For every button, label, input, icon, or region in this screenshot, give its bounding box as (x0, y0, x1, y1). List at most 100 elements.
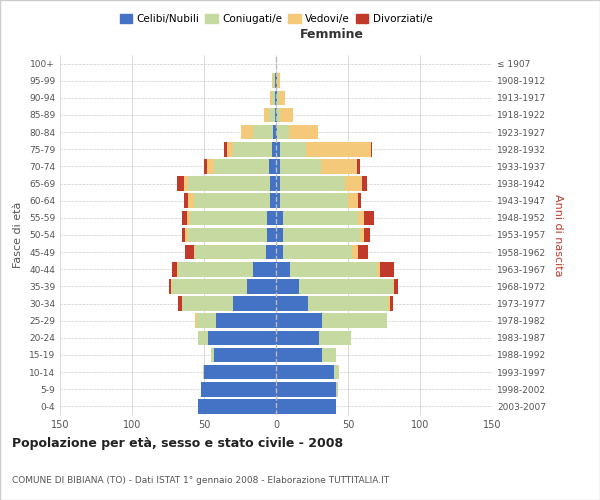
Bar (322, 314, 387, 328)
Bar (280, 159, 320, 174)
Bar (280, 176, 345, 191)
Bar (198, 330, 208, 345)
Bar (276, 159, 280, 174)
Bar (320, 159, 356, 174)
Bar (322, 348, 337, 362)
Bar (290, 262, 377, 276)
Bar (253, 262, 276, 276)
Bar (359, 228, 364, 242)
Bar (214, 159, 269, 174)
Bar (275, 108, 276, 122)
Bar (187, 210, 190, 225)
Bar (270, 176, 276, 191)
Bar (188, 176, 270, 191)
Bar (196, 245, 266, 260)
Bar (371, 142, 373, 156)
Bar (275, 74, 276, 88)
Y-axis label: Anni di nascita: Anni di nascita (553, 194, 563, 276)
Bar (283, 245, 352, 260)
Bar (194, 194, 270, 208)
Bar (182, 296, 233, 311)
Bar (194, 245, 196, 260)
Bar (176, 262, 178, 276)
Bar (308, 296, 388, 311)
Bar (207, 159, 214, 174)
Bar (277, 74, 280, 88)
Bar (233, 296, 276, 311)
Bar (337, 382, 338, 396)
Bar (276, 108, 277, 122)
Bar (169, 279, 171, 293)
Bar (276, 176, 280, 191)
Bar (276, 330, 319, 345)
Bar (178, 296, 182, 311)
Bar (233, 142, 272, 156)
Bar (266, 245, 276, 260)
Bar (358, 210, 364, 225)
Bar (283, 210, 358, 225)
Bar (171, 279, 172, 293)
Bar (352, 245, 358, 260)
Bar (270, 194, 276, 208)
Bar (198, 399, 276, 413)
Bar (364, 210, 374, 225)
Bar (348, 194, 358, 208)
Bar (188, 194, 194, 208)
Bar (276, 262, 290, 276)
Bar (277, 108, 280, 122)
Bar (178, 262, 253, 276)
Bar (273, 74, 275, 88)
Bar (345, 176, 362, 191)
Bar (276, 210, 283, 225)
Bar (196, 314, 197, 328)
Bar (182, 210, 187, 225)
Bar (358, 194, 361, 208)
Bar (276, 399, 337, 413)
Text: Femmine: Femmine (300, 28, 364, 40)
Bar (276, 125, 277, 140)
Bar (279, 90, 284, 105)
Bar (283, 228, 359, 242)
Bar (208, 330, 276, 345)
Bar (388, 296, 390, 311)
Bar (280, 194, 348, 208)
Y-axis label: Fasce di età: Fasce di età (13, 202, 23, 268)
Text: COMUNE DI BIBIANA (TO) - Dati ISTAT 1° gennaio 2008 - Elaborazione TUTTITALIA.IT: COMUNE DI BIBIANA (TO) - Dati ISTAT 1° g… (12, 476, 389, 485)
Bar (272, 74, 273, 88)
Bar (185, 228, 188, 242)
Bar (269, 159, 276, 174)
Bar (276, 296, 308, 311)
Bar (253, 125, 273, 140)
Bar (276, 314, 322, 328)
Bar (364, 228, 370, 242)
Legend: Celibi/Nubili, Coniugati/e, Vedovi/e, Divorziati/e: Celibi/Nubili, Coniugati/e, Vedovi/e, Di… (115, 10, 437, 28)
Bar (277, 125, 289, 140)
Bar (184, 194, 188, 208)
Bar (247, 279, 276, 293)
Bar (306, 142, 371, 156)
Bar (377, 262, 380, 276)
Bar (334, 365, 340, 380)
Bar (276, 142, 280, 156)
Bar (204, 365, 276, 380)
Bar (190, 210, 268, 225)
Bar (268, 210, 276, 225)
Bar (204, 159, 207, 174)
Bar (276, 228, 283, 242)
Bar (185, 245, 194, 260)
Bar (188, 228, 268, 242)
Bar (356, 159, 359, 174)
Bar (276, 279, 299, 293)
Bar (272, 90, 275, 105)
Bar (272, 142, 276, 156)
Bar (276, 365, 334, 380)
Bar (390, 296, 392, 311)
Bar (380, 262, 394, 276)
Bar (211, 348, 214, 362)
Bar (276, 90, 277, 105)
Bar (276, 382, 337, 396)
Bar (203, 365, 204, 380)
Text: Popolazione per età, sesso e stato civile - 2008: Popolazione per età, sesso e stato civil… (12, 437, 343, 450)
Bar (276, 74, 277, 88)
Bar (275, 90, 276, 105)
